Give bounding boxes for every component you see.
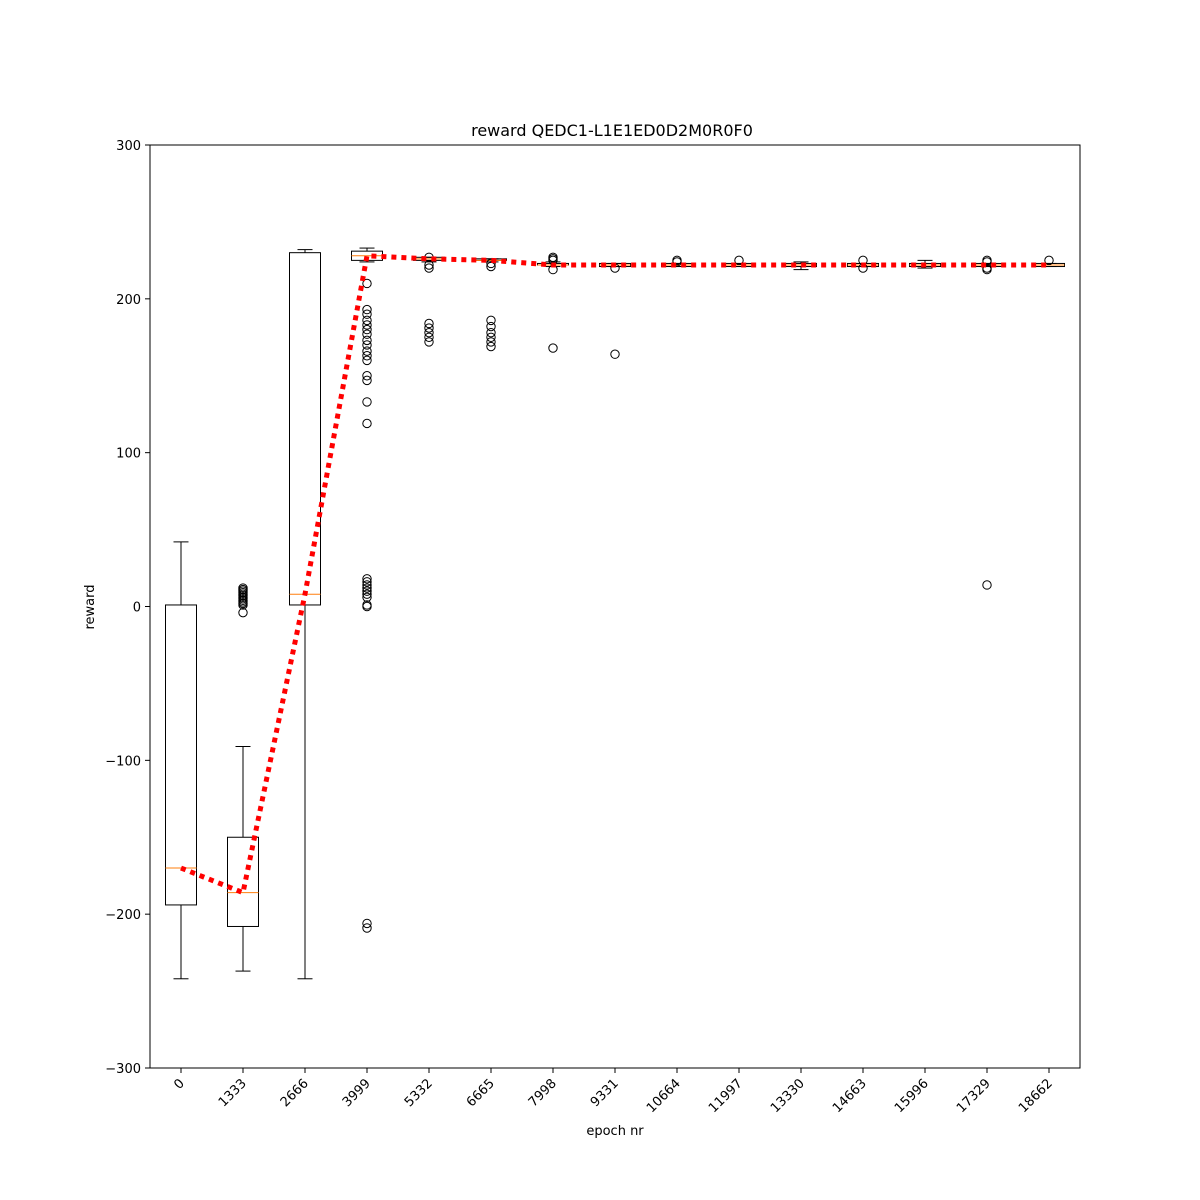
- outlier-point: [486, 258, 496, 269]
- outlier-point: [486, 315, 496, 326]
- box: [227, 836, 259, 927]
- outlier-point: [982, 263, 992, 273]
- y-tick-label: −200: [105, 908, 141, 923]
- outlier-point: [362, 320, 372, 330]
- outlier-point: [486, 332, 496, 342]
- outlier-point: [1044, 255, 1054, 266]
- outlier-point: [362, 304, 372, 315]
- outlier-point: [982, 255, 992, 266]
- y-tick-label: −100: [105, 754, 141, 769]
- outlier-point: [362, 346, 372, 356]
- outlier-point: [362, 324, 372, 335]
- outlier-point: [424, 323, 434, 333]
- outlier-point: [362, 340, 372, 350]
- y-axis-label: reward: [83, 584, 98, 629]
- outlier-point: [362, 589, 372, 599]
- outlier-point: [362, 586, 372, 596]
- outlier-point: [424, 318, 434, 329]
- outlier-point: [362, 335, 372, 346]
- outlier-point: [486, 337, 496, 347]
- outlier-point: [362, 329, 372, 339]
- outlier-point: [362, 600, 372, 610]
- y-tick-label: 300: [116, 139, 141, 154]
- outlier-point: [362, 397, 372, 407]
- outlier-point: [362, 418, 372, 429]
- outlier-point: [734, 255, 744, 266]
- outlier-point: [424, 260, 434, 270]
- outlier-point: [610, 349, 620, 359]
- outlier-point: [486, 261, 496, 272]
- outlier-point: [362, 315, 372, 326]
- box: [165, 604, 197, 906]
- outlier-point: [362, 580, 372, 590]
- outlier-point: [424, 327, 434, 338]
- outlier-point: [362, 918, 372, 929]
- outlier-point: [238, 607, 248, 618]
- outlier-point: [362, 309, 372, 319]
- outlier-point: [362, 592, 372, 602]
- outlier-point: [362, 375, 372, 386]
- outlier-point: [424, 337, 434, 347]
- mean-line: [180, 253, 1049, 897]
- x-axis-label: epoch nr: [586, 1124, 644, 1139]
- outlier-point: [362, 583, 372, 593]
- outlier-point: [548, 252, 558, 262]
- outlier-point: [362, 355, 372, 366]
- outlier-point: [548, 343, 558, 353]
- outlier-point: [362, 351, 372, 361]
- outlier-point: [362, 923, 372, 933]
- outlier-point: [238, 583, 248, 593]
- outlier-point: [362, 278, 372, 289]
- outlier-point: [424, 263, 434, 273]
- outlier-point: [362, 577, 372, 587]
- y-tick-label: −300: [105, 1062, 141, 1077]
- y-tick-label: 200: [116, 293, 141, 308]
- outlier-point: [424, 332, 434, 342]
- chart-title: reward QEDC1-L1E1ED0D2M0R0F0: [471, 121, 753, 140]
- outlier-point: [672, 255, 682, 266]
- outlier-point: [982, 580, 992, 590]
- outlier-point: [486, 341, 496, 352]
- y-tick-label: 0: [133, 601, 141, 616]
- outlier-point: [486, 321, 496, 332]
- outlier-point: [362, 574, 372, 584]
- outlier-point: [362, 371, 372, 381]
- y-tick-label: 100: [116, 447, 141, 462]
- outlier-point: [486, 327, 496, 338]
